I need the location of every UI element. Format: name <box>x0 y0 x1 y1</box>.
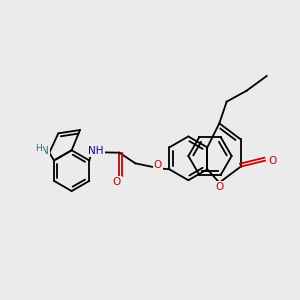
Text: O: O <box>112 177 121 187</box>
Text: N: N <box>41 146 49 156</box>
Text: O: O <box>154 160 162 170</box>
Text: H: H <box>35 144 42 153</box>
Text: O: O <box>268 156 277 166</box>
Text: O: O <box>215 182 224 192</box>
Text: NH: NH <box>88 146 104 156</box>
